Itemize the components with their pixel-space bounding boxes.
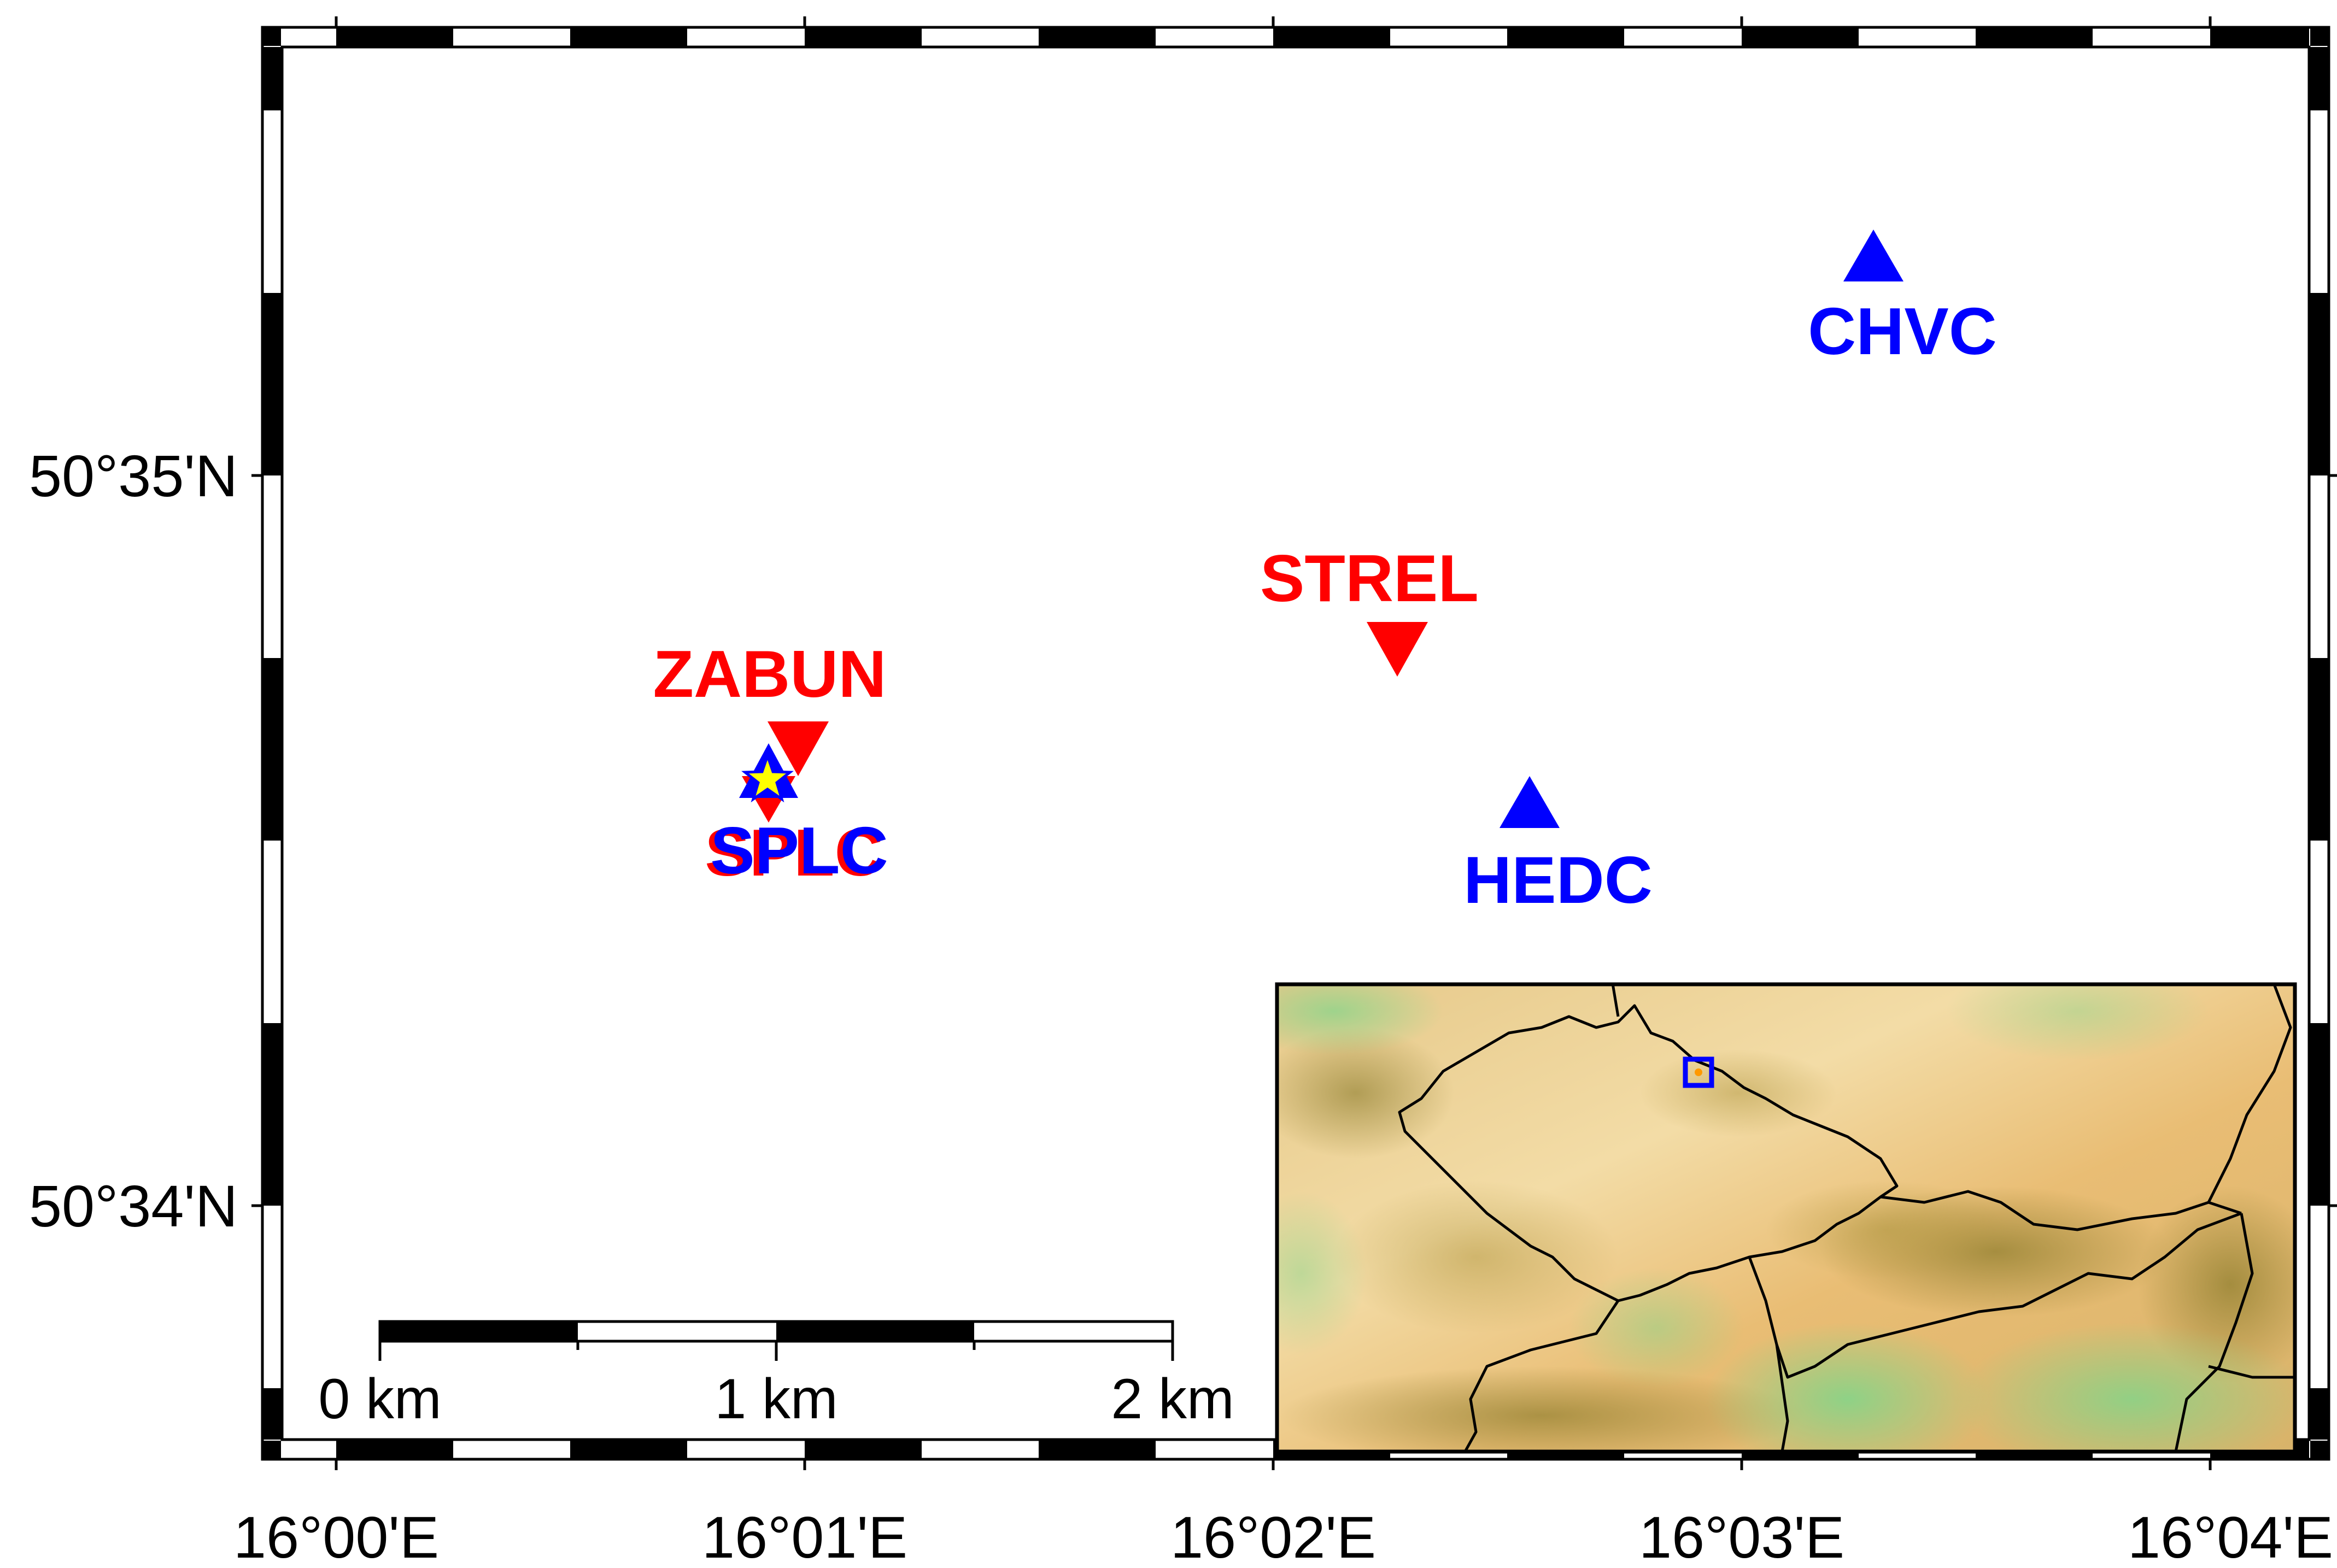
frame-segment bbox=[2210, 28, 2309, 46]
frame-segment bbox=[263, 1388, 281, 1440]
station-zabun: ZABUN bbox=[653, 637, 887, 776]
frame-segment bbox=[1039, 1441, 1156, 1458]
frame-segment bbox=[1273, 28, 1390, 46]
relief-map-icon bbox=[1277, 984, 2295, 1452]
lat-label-0: 50°35'N bbox=[29, 443, 238, 509]
scale-label-0: 0 km bbox=[318, 1367, 441, 1431]
frame-segment bbox=[336, 28, 453, 46]
lon-label-1: 16°01'E bbox=[702, 1504, 907, 1568]
lon-label-3: 16°03'E bbox=[1639, 1504, 1844, 1568]
scale-bar: 0 km 1 km 2 km bbox=[318, 1320, 1234, 1431]
inset-map bbox=[1275, 982, 2297, 1454]
frame-segment bbox=[263, 293, 281, 475]
frame-segment bbox=[570, 28, 687, 46]
station-label-splc-red: SPLC bbox=[705, 815, 882, 890]
station-strel: STREL bbox=[1260, 541, 1479, 677]
tick-marks bbox=[251, 16, 2337, 1470]
lon-label-0: 16°00'E bbox=[233, 1504, 439, 1568]
station-label-hedc: HEDC bbox=[1463, 843, 1653, 917]
star-icon bbox=[741, 751, 794, 803]
frame-segment bbox=[263, 47, 281, 110]
triangle-up-icon bbox=[1843, 230, 1903, 281]
scale-label-1: 1 km bbox=[714, 1367, 837, 1431]
station-splc: SPLC SPLC bbox=[705, 743, 888, 890]
lon-label-4: 16°04'E bbox=[2128, 1504, 2333, 1568]
longitude-labels: 16°00'E 16°01'E 16°02'E 16°03'E 16°04'E bbox=[233, 1504, 2333, 1568]
station-label-zabun: ZABUN bbox=[653, 637, 887, 711]
triangle-up-icon bbox=[1500, 776, 1560, 828]
frame-segment bbox=[2310, 47, 2328, 110]
frame-segment bbox=[263, 1441, 281, 1458]
station-chvc: CHVC bbox=[1808, 230, 1997, 368]
triangle-down-icon bbox=[768, 721, 829, 776]
square-marker-icon bbox=[1683, 1056, 1714, 1088]
location-dot-icon bbox=[1695, 1068, 1702, 1076]
frame-segment bbox=[263, 658, 281, 841]
frame-segment bbox=[2310, 658, 2328, 841]
station-hedc: HEDC bbox=[1463, 776, 1653, 917]
latitude-labels: 50°35'N 50°34'N bbox=[29, 443, 238, 1239]
frame-segment bbox=[2310, 1388, 2328, 1440]
frame-segment bbox=[570, 1441, 687, 1458]
frame-segment bbox=[2310, 1023, 2328, 1206]
frame-segment bbox=[1976, 28, 2093, 46]
frame-segment bbox=[263, 28, 281, 46]
frame-segment bbox=[805, 1441, 922, 1458]
frame-segment bbox=[1742, 28, 1859, 46]
station-label-splc-blue: SPLC bbox=[710, 813, 888, 888]
station-label-strel: STREL bbox=[1260, 541, 1479, 615]
frame-segment bbox=[1039, 28, 1156, 46]
lon-label-2: 16°02'E bbox=[1170, 1504, 1376, 1568]
frame-segment bbox=[336, 1441, 453, 1458]
triangle-down-icon bbox=[1367, 622, 1428, 677]
scale-label-2: 2 km bbox=[1111, 1367, 1234, 1431]
frame-segment bbox=[2310, 28, 2328, 46]
lat-label-1: 50°34'N bbox=[29, 1173, 238, 1239]
frame-segment bbox=[805, 28, 922, 46]
frame-segment bbox=[263, 1023, 281, 1206]
frame-segment bbox=[2310, 293, 2328, 475]
epicenter bbox=[741, 751, 794, 803]
frame-segment bbox=[1507, 28, 1624, 46]
frame-segment bbox=[2310, 1441, 2328, 1458]
station-label-chvc: CHVC bbox=[1808, 294, 1997, 368]
